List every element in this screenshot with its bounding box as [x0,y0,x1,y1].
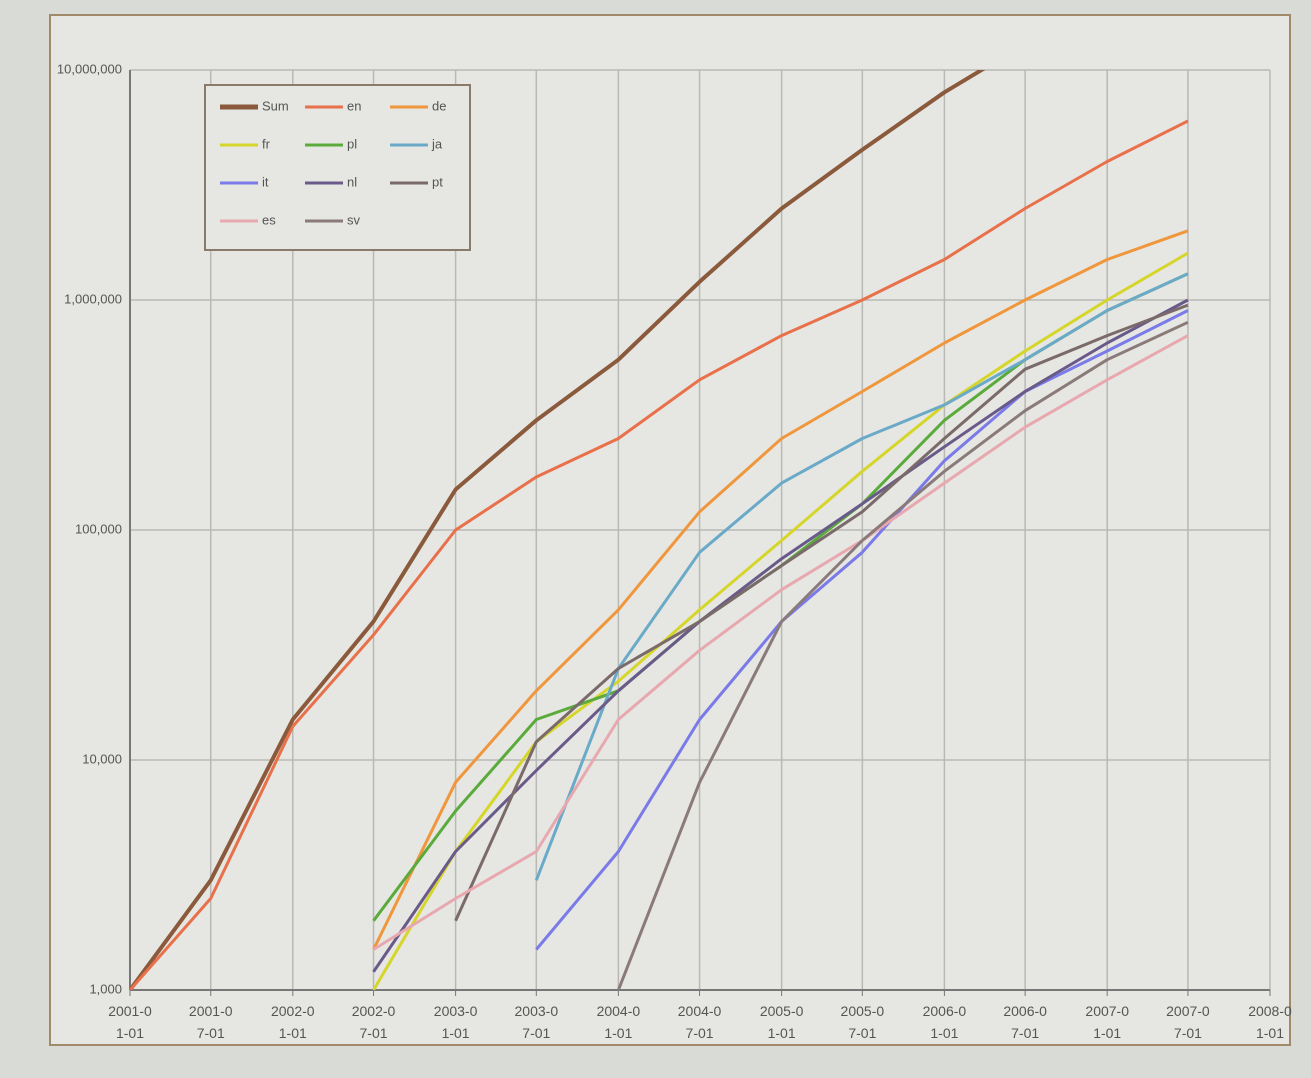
legend-box [204,84,471,251]
x-tick-label: 2001-01-01 [108,1003,152,1041]
x-tick-label: 2007-01-01 [1085,1003,1129,1041]
legend-label: it [262,174,269,189]
series-line [372,298,1189,973]
series-line [454,303,1189,922]
x-tick-label: 2008-01-01 [1248,1003,1292,1041]
legend-label: es [262,212,276,227]
x-tick-label: 2003-07-01 [514,1003,559,1041]
y-tick-label: 100,000 [75,521,122,536]
y-tick-label: 1,000,000 [64,291,122,306]
series-line [372,334,1189,951]
series-line [372,229,1189,951]
legend-label: fr [262,136,271,151]
x-tick-label: 2006-01-01 [922,1003,967,1041]
y-tick-label: 10,000 [82,751,122,766]
legend-label: pt [432,174,443,189]
x-tick-label: 2002-07-01 [351,1003,396,1041]
x-tick-label: 2004-01-01 [596,1003,641,1041]
plot-lines [130,70,1189,990]
y-tick-label: 10,000,000 [57,61,122,76]
series-line [372,251,1189,990]
legend-label: Sum [262,98,289,113]
legend-label: pl [347,136,357,151]
x-tick-label: 2004-07-01 [677,1003,722,1041]
x-tick-label: 2005-07-01 [840,1003,885,1041]
x-tick-label: 2006-07-01 [1003,1003,1047,1041]
series-line [535,309,1189,951]
series-line [130,70,986,990]
x-tick-label: 2003-01-01 [433,1003,478,1041]
x-tick-label: 2002-01-01 [270,1003,315,1041]
series-line [534,272,1189,881]
legend-label: nl [347,174,357,189]
y-tick-label: 1,000 [89,981,122,996]
x-tick-label: 2005-01-01 [759,1003,804,1041]
x-tick-label: 2001-07-01 [188,1003,233,1041]
x-tick-label: 2007-07-01 [1166,1003,1210,1041]
series-line [130,119,1189,990]
legend-label: de [432,98,446,113]
legend-label: sv [347,212,361,227]
series-line [617,320,1189,990]
legend-label: ja [431,136,443,151]
legend-label: en [347,98,361,113]
